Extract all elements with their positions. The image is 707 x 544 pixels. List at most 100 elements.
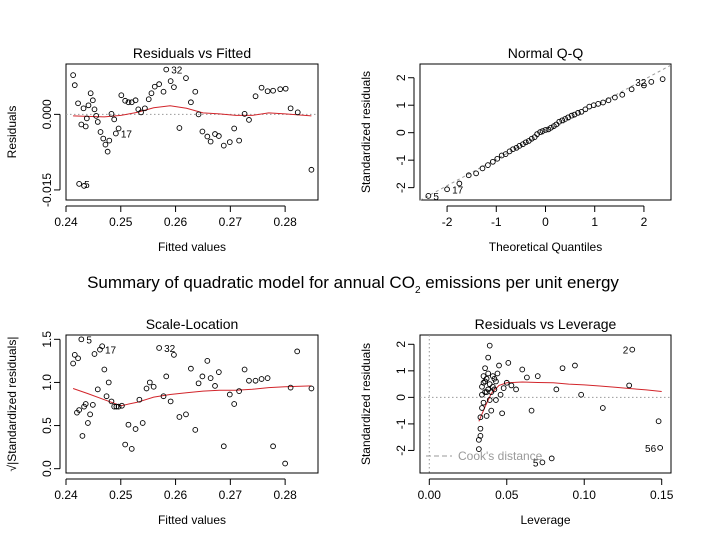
normal-q-q-data-point: [528, 135, 535, 142]
scale-location-data-point: [270, 443, 276, 450]
residuals-vs-leverage-data-point: [655, 418, 662, 425]
scale-location-data-point: [160, 393, 167, 400]
normal-q-q-data-point: [562, 116, 569, 122]
residuals-vs-fitted-data-point: [122, 97, 129, 104]
residuals-vs-fitted-x-tick-label: 0.25: [109, 215, 133, 229]
normal-q-q-title: Normal Q-Q: [508, 45, 584, 61]
residuals-vs-fitted-data-point: [82, 123, 89, 130]
normal-q-q-data-point: [485, 162, 491, 168]
residuals-vs-fitted-data-point: [94, 119, 101, 125]
residuals-vs-fitted-x-tick-label: 0.27: [219, 215, 243, 229]
scale-location-data-point: [76, 407, 82, 413]
normal-q-q-data-point: [489, 158, 496, 165]
residuals-vs-fitted-data-point: [93, 113, 99, 119]
scale-location-data-point: [167, 398, 174, 405]
scale-location-data-point: [163, 373, 170, 380]
normal-q-q-y-tick-label: 2: [394, 74, 408, 81]
residuals-vs-leverage-data-point: [476, 446, 482, 452]
scale-location-data-point: [71, 351, 78, 358]
residuals-vs-leverage-data-point: [491, 386, 498, 393]
residuals-vs-fitted-x-tick-label: 0.24: [54, 215, 78, 229]
normal-q-q-data-point: [444, 186, 450, 193]
residuals-vs-leverage-title: Residuals vs Leverage: [475, 316, 617, 332]
scale-location-data-point: [195, 380, 202, 387]
scale-location-data-point: [236, 388, 242, 394]
scale-location-data-point: [122, 441, 129, 448]
normal-q-q-y-axis-label: Standardized residuals: [359, 71, 373, 193]
residuals-vs-fitted-smoother-line: [73, 105, 312, 118]
residuals-vs-fitted-data-point: [81, 183, 87, 189]
residuals-vs-fitted-data-point: [195, 111, 202, 118]
scale-location-data-point: [176, 414, 183, 420]
normal-q-q-data-point: [465, 172, 472, 179]
normal-q-q-data-point: [628, 86, 635, 93]
scale-location-data-point: [192, 427, 199, 433]
scale-location-data-point: [75, 355, 81, 362]
residuals-vs-fitted-data-point: [215, 133, 222, 139]
residuals-vs-leverage-data-point: [559, 365, 566, 372]
residuals-vs-fitted-data-point: [135, 106, 142, 113]
scale-location-data-point: [87, 411, 93, 418]
residuals-vs-fitted-data-point: [176, 125, 183, 131]
residuals-vs-leverage-data-point: [486, 381, 493, 387]
residuals-vs-fitted-data-point: [199, 128, 206, 135]
residuals-vs-leverage-data-point: [578, 391, 584, 398]
residuals-vs-fitted-data-point: [85, 102, 92, 109]
residuals-vs-fitted-x-tick-label: 0.28: [273, 215, 297, 229]
residuals-vs-leverage-data-point: [479, 405, 485, 411]
residuals-vs-fitted-y-tick-label: -0.015: [40, 173, 54, 207]
residuals-vs-leverage-data-point: [477, 414, 484, 421]
scale-location-y-tick-label: 1.0: [40, 374, 54, 391]
normal-q-q-data-point: [612, 94, 618, 101]
scale-location-data-point: [70, 360, 76, 367]
residuals-vs-leverage-point-label: 56: [645, 444, 657, 455]
scale-location-data-point: [264, 375, 271, 381]
residuals-vs-fitted-data-point: [106, 137, 113, 144]
scale-location-x-axis-label: Fitted values: [158, 513, 226, 527]
scale-location-data-point: [287, 384, 294, 391]
scale-location-data-point: [226, 391, 233, 398]
scale-location-data-point: [101, 366, 108, 373]
residuals-vs-leverage-data-point: [599, 405, 606, 411]
normal-q-q-y-tick-label: 0: [394, 129, 408, 136]
residuals-vs-leverage-data-point: [528, 407, 535, 414]
scale-location-data-point: [246, 377, 252, 384]
residuals-vs-fitted-data-point: [188, 99, 194, 106]
residuals-vs-fitted-point-label: 17: [121, 130, 133, 141]
residuals-vs-fitted-data-point: [231, 125, 238, 132]
normal-q-q-data-point: [473, 170, 479, 177]
residuals-vs-fitted-data-point: [132, 97, 139, 104]
residuals-vs-fitted-data-point: [204, 133, 211, 140]
residuals-vs-leverage-data-point: [480, 373, 487, 379]
scale-location-data-point: [156, 345, 162, 351]
scale-location-y-tick-label: 1.5: [40, 331, 54, 348]
residuals-vs-leverage-data-point: [497, 391, 504, 398]
residuals-vs-leverage-data-point: [496, 362, 502, 369]
residuals-vs-leverage-data-point: [626, 382, 633, 389]
scale-location-data-point: [94, 386, 101, 393]
scale-location-data-point: [91, 351, 98, 357]
scale-location-data-point: [252, 377, 259, 384]
scale-location-data-point: [258, 376, 265, 382]
residuals-vs-fitted-data-point: [115, 125, 122, 132]
residuals-vs-leverage-data-point: [493, 378, 499, 385]
scale-location-data-point: [207, 375, 214, 381]
residuals-vs-fitted-data-point: [160, 88, 167, 95]
residuals-vs-fitted-data-point: [236, 137, 242, 144]
scale-location-title: Scale-Location: [146, 316, 239, 332]
residuals-vs-fitted-data-point: [241, 111, 248, 117]
residuals-vs-fitted-data-point: [111, 116, 118, 123]
residuals-vs-fitted-data-point: [183, 75, 189, 81]
scale-location-data-point: [132, 426, 139, 432]
residuals-vs-leverage-y-tick-label: -2: [394, 445, 408, 456]
residuals-vs-leverage-data-point: [505, 360, 512, 366]
scale-location-data-point: [204, 358, 211, 364]
residuals-vs-fitted-data-point: [75, 100, 81, 107]
scale-location-point-label: 32: [164, 344, 176, 355]
residuals-vs-fitted-data-point: [207, 138, 214, 145]
figure-title-prefix: Summary of quadratic model for annual CO: [87, 273, 415, 292]
residuals-vs-leverage-x-axis-label: Leverage: [520, 513, 570, 527]
normal-q-q-point-label: 17: [452, 185, 464, 196]
residuals-vs-leverage-data-point: [488, 407, 495, 414]
